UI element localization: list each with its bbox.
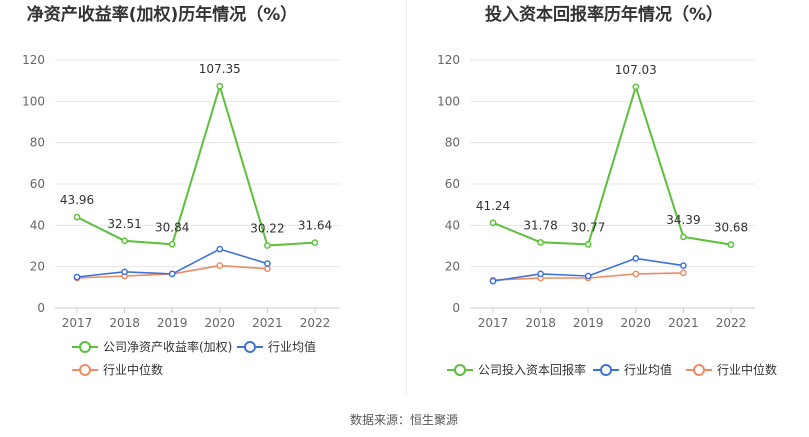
legend-label: 行业均值 — [268, 339, 316, 354]
data-point — [73, 213, 81, 221]
data-label: 41.24 — [476, 199, 510, 213]
y-tick-label: 120 — [22, 53, 45, 67]
data-point — [216, 245, 224, 253]
x-tick-label: 2019 — [157, 316, 188, 330]
data-point — [680, 262, 687, 269]
data-label: 107.35 — [199, 62, 241, 76]
data-point — [121, 268, 128, 276]
y-tick-label: 100 — [437, 94, 460, 108]
data-label: 30.68 — [714, 221, 748, 235]
data-point — [584, 272, 592, 280]
data-point — [489, 219, 497, 227]
y-tick-label: 80 — [30, 136, 45, 150]
legend-marker — [79, 364, 91, 376]
legend-marker — [600, 364, 612, 376]
data-point — [632, 83, 640, 91]
chart-panel-1: 净资产收益率(加权)历年情况（%） 0 20 40 60 80 100 120 2017 2018… — [22, 4, 340, 377]
data-point — [168, 240, 176, 248]
x-tick-label: 2019 — [573, 316, 604, 330]
data-label: 31.78 — [523, 218, 557, 232]
data-point — [727, 241, 735, 248]
data-label: 34.39 — [666, 213, 700, 227]
y-tick-label: 60 — [30, 177, 45, 191]
data-point — [584, 241, 592, 248]
data-point — [311, 239, 319, 246]
chart-title: 投入资本回报率历年情况（%） — [485, 4, 723, 25]
legend-label: 公司净资产收益率(加权) — [103, 339, 232, 354]
chart-panel-2: 投入资本回报率历年情况（%） 0 20 40 60 80 100 120 2017 2018 201… — [437, 4, 777, 377]
legend-label: 行业均值 — [624, 362, 672, 377]
data-point — [264, 242, 271, 249]
y-tick-label: 80 — [445, 136, 460, 150]
legend-item-industry_median: 行业中位数 — [72, 362, 163, 377]
legend-item-industry_avg: 行业均值 — [237, 339, 316, 354]
y-tick-label: 20 — [30, 260, 45, 274]
series-line-company — [76, 85, 316, 247]
y-tick-label: 60 — [445, 177, 460, 191]
legend-label: 行业中位数 — [103, 362, 163, 377]
data-point — [489, 277, 497, 285]
data-point — [168, 270, 176, 278]
data-label: 30.22 — [250, 222, 284, 236]
data-label: 30.77 — [571, 220, 605, 234]
x-tick-label: 2022 — [300, 316, 331, 330]
legend-item-company: 公司净资产收益率(加权) — [72, 339, 232, 354]
data-point — [73, 273, 81, 281]
data-point — [264, 260, 271, 267]
y-tick-label: 40 — [30, 218, 45, 232]
data-point — [537, 270, 544, 278]
data-label: 32.51 — [107, 217, 141, 231]
data-point — [632, 270, 640, 278]
data-point — [632, 255, 640, 262]
x-tick-label: 2018 — [525, 316, 556, 330]
x-tick-label: 2021 — [252, 316, 283, 330]
data-point — [216, 82, 224, 90]
data-point — [680, 269, 687, 277]
legend-marker — [454, 364, 466, 376]
y-tick-label: 40 — [445, 218, 460, 232]
x-tick-label: 2022 — [716, 316, 747, 330]
legend-marker — [79, 341, 91, 353]
data-point — [216, 262, 224, 269]
x-tick-label: 2017 — [62, 316, 93, 330]
y-tick-label: 20 — [445, 260, 460, 274]
legend-marker — [244, 341, 256, 353]
x-tick-label: 2017 — [478, 316, 509, 330]
legend-marker — [693, 364, 705, 376]
data-point — [121, 237, 128, 245]
x-tick-label: 2018 — [109, 316, 140, 330]
y-tick-label: 100 — [22, 94, 45, 108]
y-tick-label: 0 — [452, 301, 460, 315]
legend-item-company: 公司投入资本回报率 — [447, 362, 586, 377]
data-label: 30.84 — [155, 220, 189, 234]
data-point — [680, 233, 687, 241]
x-tick-label: 2020 — [621, 316, 652, 330]
legend-item-industry_median: 行业中位数 — [686, 362, 777, 377]
legend-item-industry_avg: 行业均值 — [593, 362, 672, 377]
legend-label: 行业中位数 — [717, 362, 777, 377]
source-note: 数据来源：恒生聚源 — [350, 412, 458, 427]
data-point — [537, 238, 544, 246]
y-tick-label: 120 — [437, 53, 460, 67]
data-label: 107.03 — [615, 63, 657, 77]
y-tick-label: 0 — [37, 301, 45, 315]
data-label: 31.64 — [298, 219, 332, 233]
series-line-company — [492, 85, 732, 246]
chart-title: 净资产收益率(加权)历年情况（%） — [27, 4, 298, 25]
x-tick-label: 2020 — [205, 316, 236, 330]
data-label: 43.96 — [60, 193, 94, 207]
x-tick-label: 2021 — [668, 316, 699, 330]
legend-label: 公司投入资本回报率 — [478, 362, 586, 377]
